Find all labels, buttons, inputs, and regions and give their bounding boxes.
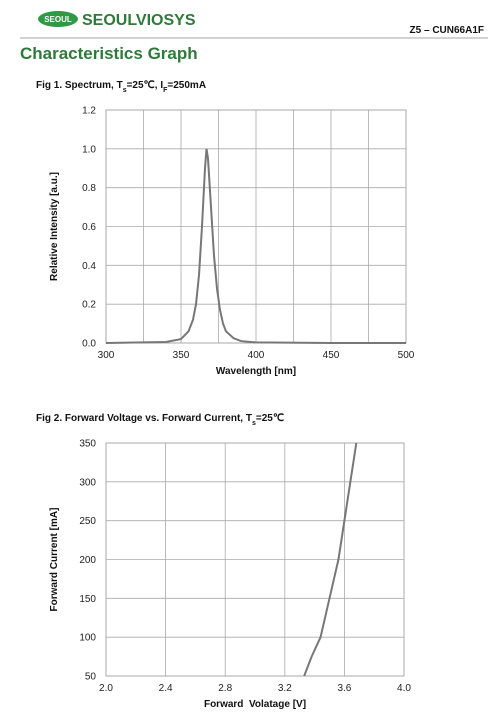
title-segment: F	[163, 87, 168, 94]
x-axis-label: Wavelength [nm]	[216, 366, 296, 377]
y-tick-label: 0.0	[82, 339, 96, 350]
data-line	[105, 148, 406, 344]
y-tick-label: 350	[79, 439, 96, 450]
logo-badge-text: SEOUL	[44, 15, 72, 24]
data-line	[303, 442, 358, 677]
title-segment: =25℃	[256, 413, 284, 424]
x-tick-label: 4.0	[397, 683, 411, 694]
title-segment: Fig 2. Forward Voltage vs. Forward Curre…	[36, 413, 252, 424]
section-title: Characteristics Graph	[20, 44, 198, 63]
title-segment: Fig 1. Spectrum, T	[36, 80, 123, 91]
x-tick-label: 2.8	[218, 683, 232, 694]
x-tick-label: 500	[398, 350, 415, 361]
y-tick-label: 100	[79, 633, 96, 644]
logo-badge	[38, 11, 78, 27]
y-tick-label: 0.2	[82, 300, 96, 311]
y-tick-label: 50	[85, 672, 97, 683]
logo-text: SEOULVIOSYS	[82, 12, 196, 29]
doc-id: Z5 – CUN66A1F	[410, 25, 484, 36]
y-axis-label: Forward Current [mA]	[49, 508, 60, 612]
x-tick-label: 3.6	[337, 683, 351, 694]
x-axis-label: Forward Volatage [V]	[204, 699, 306, 710]
y-tick-label: 0.6	[82, 222, 96, 233]
x-tick-label: 400	[248, 350, 265, 361]
x-tick-label: 2.4	[159, 683, 173, 694]
y-tick-label: 0.4	[82, 261, 96, 272]
y-axis-label: Relative Intensity [a.u.]	[49, 172, 60, 281]
y-tick-label: 250	[79, 516, 96, 527]
title-segment: s	[123, 87, 127, 94]
y-tick-label: 300	[79, 477, 96, 488]
x-tick-label: 450	[323, 350, 340, 361]
x-tick-label: 2.0	[99, 683, 113, 694]
y-tick-label: 1.0	[82, 144, 96, 155]
x-tick-label: 300	[98, 350, 115, 361]
y-tick-label: 200	[79, 555, 96, 566]
title-segment: s	[252, 420, 256, 427]
x-tick-label: 3.2	[278, 683, 292, 694]
y-tick-label: 150	[79, 594, 96, 605]
y-tick-label: 1.2	[82, 106, 96, 117]
figure-title: Fig 2. Forward Voltage vs. Forward Curre…	[36, 413, 284, 427]
figure-title: Fig 1. Spectrum, Ts=25℃, IF=250mA	[36, 80, 206, 94]
title-segment: =250mA	[167, 80, 206, 91]
x-tick-label: 350	[173, 350, 190, 361]
y-tick-label: 0.8	[82, 183, 96, 194]
title-segment: =25℃, I	[127, 80, 164, 91]
